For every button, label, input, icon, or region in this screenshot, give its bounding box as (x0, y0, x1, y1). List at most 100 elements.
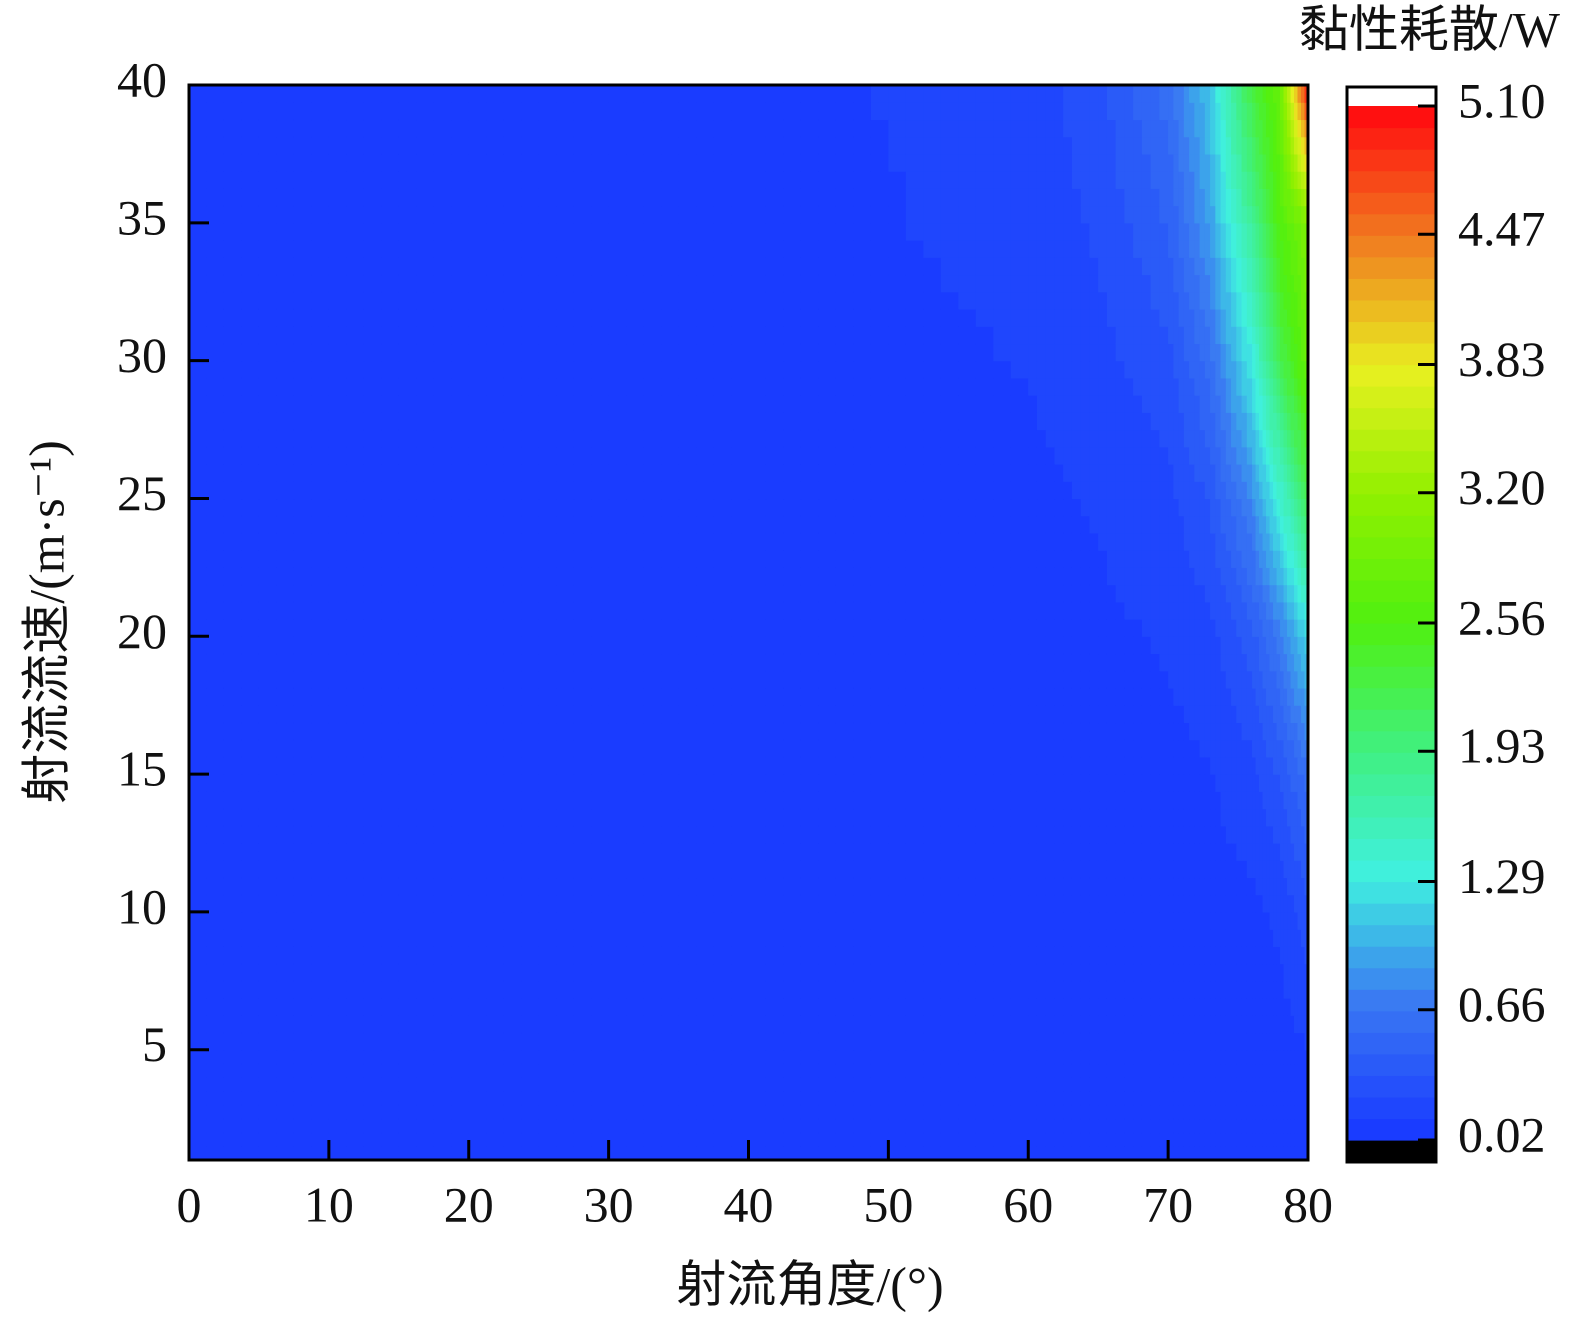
contour-cell (206, 532, 225, 551)
contour-cell (1045, 825, 1056, 844)
contour-cell (975, 1032, 994, 1051)
contour-cell (503, 843, 522, 861)
contour-cell (1280, 877, 1285, 896)
contour-cell (1255, 877, 1260, 896)
contour-cell (853, 739, 872, 758)
contour-cell (818, 1077, 837, 1092)
contour-cell (1063, 1077, 1073, 1092)
contour-cell (346, 1118, 365, 1134)
contour-cell (1178, 911, 1185, 930)
contour-cell (346, 860, 365, 879)
contour-cell (940, 877, 959, 896)
contour-cell (1189, 653, 1195, 672)
contour-cell (643, 601, 662, 620)
contour-cell (1301, 1146, 1306, 1161)
contour-cell (1294, 464, 1299, 482)
contour-cell (293, 877, 312, 896)
contour-cell (416, 1132, 435, 1147)
contour-cell (538, 291, 557, 310)
contour-cell (1178, 998, 1185, 1016)
contour-cell (905, 274, 924, 293)
contour-cell (870, 326, 889, 345)
contour-cell (1283, 963, 1288, 982)
contour-cell (381, 808, 400, 827)
contour-cell (800, 1118, 820, 1134)
contour-cell (678, 911, 697, 930)
contour-cell (223, 464, 243, 482)
contour-cell (241, 1104, 260, 1120)
contour-cell (1194, 946, 1201, 965)
contour-cell (1168, 412, 1174, 431)
contour-cell (363, 843, 382, 861)
contour-cell (940, 550, 959, 568)
contour-cell (783, 360, 802, 379)
contour-cell (381, 584, 400, 603)
contour-cell (381, 1146, 400, 1161)
contour-cell (608, 308, 627, 327)
contour-cell (1045, 946, 1056, 965)
contour-cell (1159, 1032, 1169, 1051)
contour-cell (1133, 636, 1143, 655)
contour-cell (1259, 687, 1264, 706)
contour-cell (556, 498, 575, 517)
contour-cell (1071, 998, 1082, 1016)
contour-cell (486, 998, 505, 1016)
contour-cell (1220, 774, 1227, 792)
contour-cell (1159, 601, 1169, 620)
contour-cell (1294, 894, 1299, 913)
contour-cell (870, 1063, 889, 1078)
contour-cell (993, 653, 1012, 672)
contour-cell (783, 240, 802, 258)
contour-cell (1280, 619, 1285, 637)
contour-cell (1194, 670, 1201, 689)
contour-cell (1189, 1049, 1195, 1065)
contour-cell (975, 360, 994, 379)
contour-cell (328, 1146, 347, 1161)
contour-cell (206, 446, 225, 465)
contour-cell (398, 705, 417, 724)
contour-cell (311, 308, 330, 327)
contour-cell (1210, 739, 1216, 758)
contour-cell (1063, 360, 1073, 379)
contour-cell (1054, 843, 1064, 861)
contour-cell (783, 1132, 802, 1147)
contour-cell (1301, 498, 1306, 517)
contour-cell (975, 1104, 994, 1120)
contour-cell (1045, 619, 1056, 637)
contour-cell (608, 550, 627, 568)
contour-cell (416, 636, 435, 655)
contour-cell (940, 687, 959, 706)
contour-cell (1106, 860, 1117, 879)
contour-cell (608, 756, 627, 775)
contour-cell (888, 687, 907, 706)
contour-cell (1259, 877, 1264, 896)
contour-cell (958, 343, 977, 362)
contour-cell (1266, 515, 1271, 534)
contour-cell (1252, 550, 1257, 568)
contour-cell (1266, 429, 1271, 448)
contour-cell (1098, 1118, 1108, 1134)
contour-cell (853, 446, 872, 465)
contour-cell (416, 619, 435, 637)
contour-cell (1215, 601, 1222, 620)
contour-cell (1028, 998, 1038, 1016)
contour-cell (1259, 929, 1264, 947)
contour-cell (958, 1032, 977, 1051)
contour-cell (1168, 894, 1174, 913)
contour-cell (1141, 756, 1152, 775)
contour-cell (1168, 1146, 1174, 1161)
contour-cell (608, 911, 627, 930)
contour-cell (975, 257, 994, 276)
contour-cell (1098, 498, 1108, 517)
contour-cell (905, 308, 924, 327)
contour-cell (1287, 929, 1292, 947)
contour-cell (1063, 722, 1073, 741)
contour-cell (1276, 791, 1281, 810)
contour-cell (748, 326, 767, 345)
contour-cell (486, 1077, 505, 1092)
contour-cell (451, 1015, 470, 1034)
contour-cell (1054, 894, 1064, 913)
contour-cell (223, 774, 243, 792)
contour-cell (311, 843, 330, 861)
contour-cell (748, 481, 767, 500)
